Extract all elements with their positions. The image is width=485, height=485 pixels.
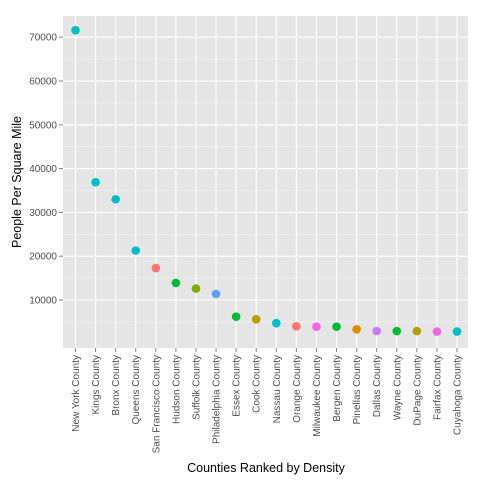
x-tick-label: Suffolk County (191, 355, 202, 420)
x-tick-label: Milwaukee County (312, 355, 323, 437)
x-tick-label: Bronx County (111, 355, 122, 416)
y-tick-label: 10000 (29, 296, 57, 307)
x-tick-label: DuPage County (412, 355, 423, 426)
data-point (171, 278, 181, 288)
x-axis-title: Counties Ranked by Density (187, 461, 345, 475)
data-point (412, 326, 422, 336)
x-tick-label: San Francisco County (151, 355, 162, 453)
x-tick-label: New York County (71, 355, 82, 432)
data-point (372, 326, 382, 336)
y-tick-label: 70000 (29, 33, 57, 44)
x-tick-label: Cook County (252, 355, 263, 413)
x-tick-label: Fairfax County (432, 355, 443, 420)
x-tick-label: Pinellas County (352, 355, 363, 424)
y-axis-ticks: 10000 20000 30000 40000 50000 60000 70000 (29, 33, 63, 307)
data-point (91, 177, 100, 187)
x-tick-label: Dallas County (372, 355, 383, 417)
x-tick-label: Queens County (131, 355, 142, 425)
minor-gridlines (63, 58, 468, 323)
major-gridlines (63, 16, 468, 348)
data-point (392, 326, 402, 336)
data-point (231, 312, 241, 321)
data-point (151, 263, 161, 273)
data-point (131, 246, 141, 255)
data-point (312, 322, 321, 332)
plot-panel (63, 16, 468, 348)
x-tick-label: Cuyahoga County (453, 355, 464, 435)
x-tick-label: Bergen County (332, 355, 343, 422)
data-point (71, 25, 80, 35)
x-tick-label: Essex County (232, 355, 243, 417)
data-points (71, 25, 462, 336)
y-axis-title: People Per Square Mile (10, 116, 24, 248)
y-tick-label: 20000 (29, 252, 57, 263)
x-tick-label: Wayne County (392, 355, 403, 420)
y-tick-label: 30000 (29, 208, 57, 219)
x-tick-label: Philadelphia County (212, 355, 223, 444)
x-tick-label: Nassau County (272, 355, 283, 423)
y-tick-label: 40000 (29, 164, 57, 175)
x-axis-ticks: New York County Kings County Bronx County Q… (71, 348, 464, 453)
y-tick-label: 50000 (29, 120, 57, 131)
data-point (332, 322, 341, 332)
x-tick-label: Kings County (91, 355, 102, 414)
data-point (251, 314, 261, 324)
data-point (191, 284, 201, 293)
data-point (211, 289, 221, 299)
data-point (452, 327, 462, 336)
x-tick-label: Hudson County (171, 355, 182, 424)
data-point (432, 327, 442, 336)
data-point (272, 318, 281, 328)
y-tick-label: 60000 (29, 77, 57, 88)
x-tick-label: Orange County (292, 355, 303, 423)
data-point (292, 321, 301, 331)
data-point (352, 325, 361, 334)
data-point (111, 194, 120, 204)
